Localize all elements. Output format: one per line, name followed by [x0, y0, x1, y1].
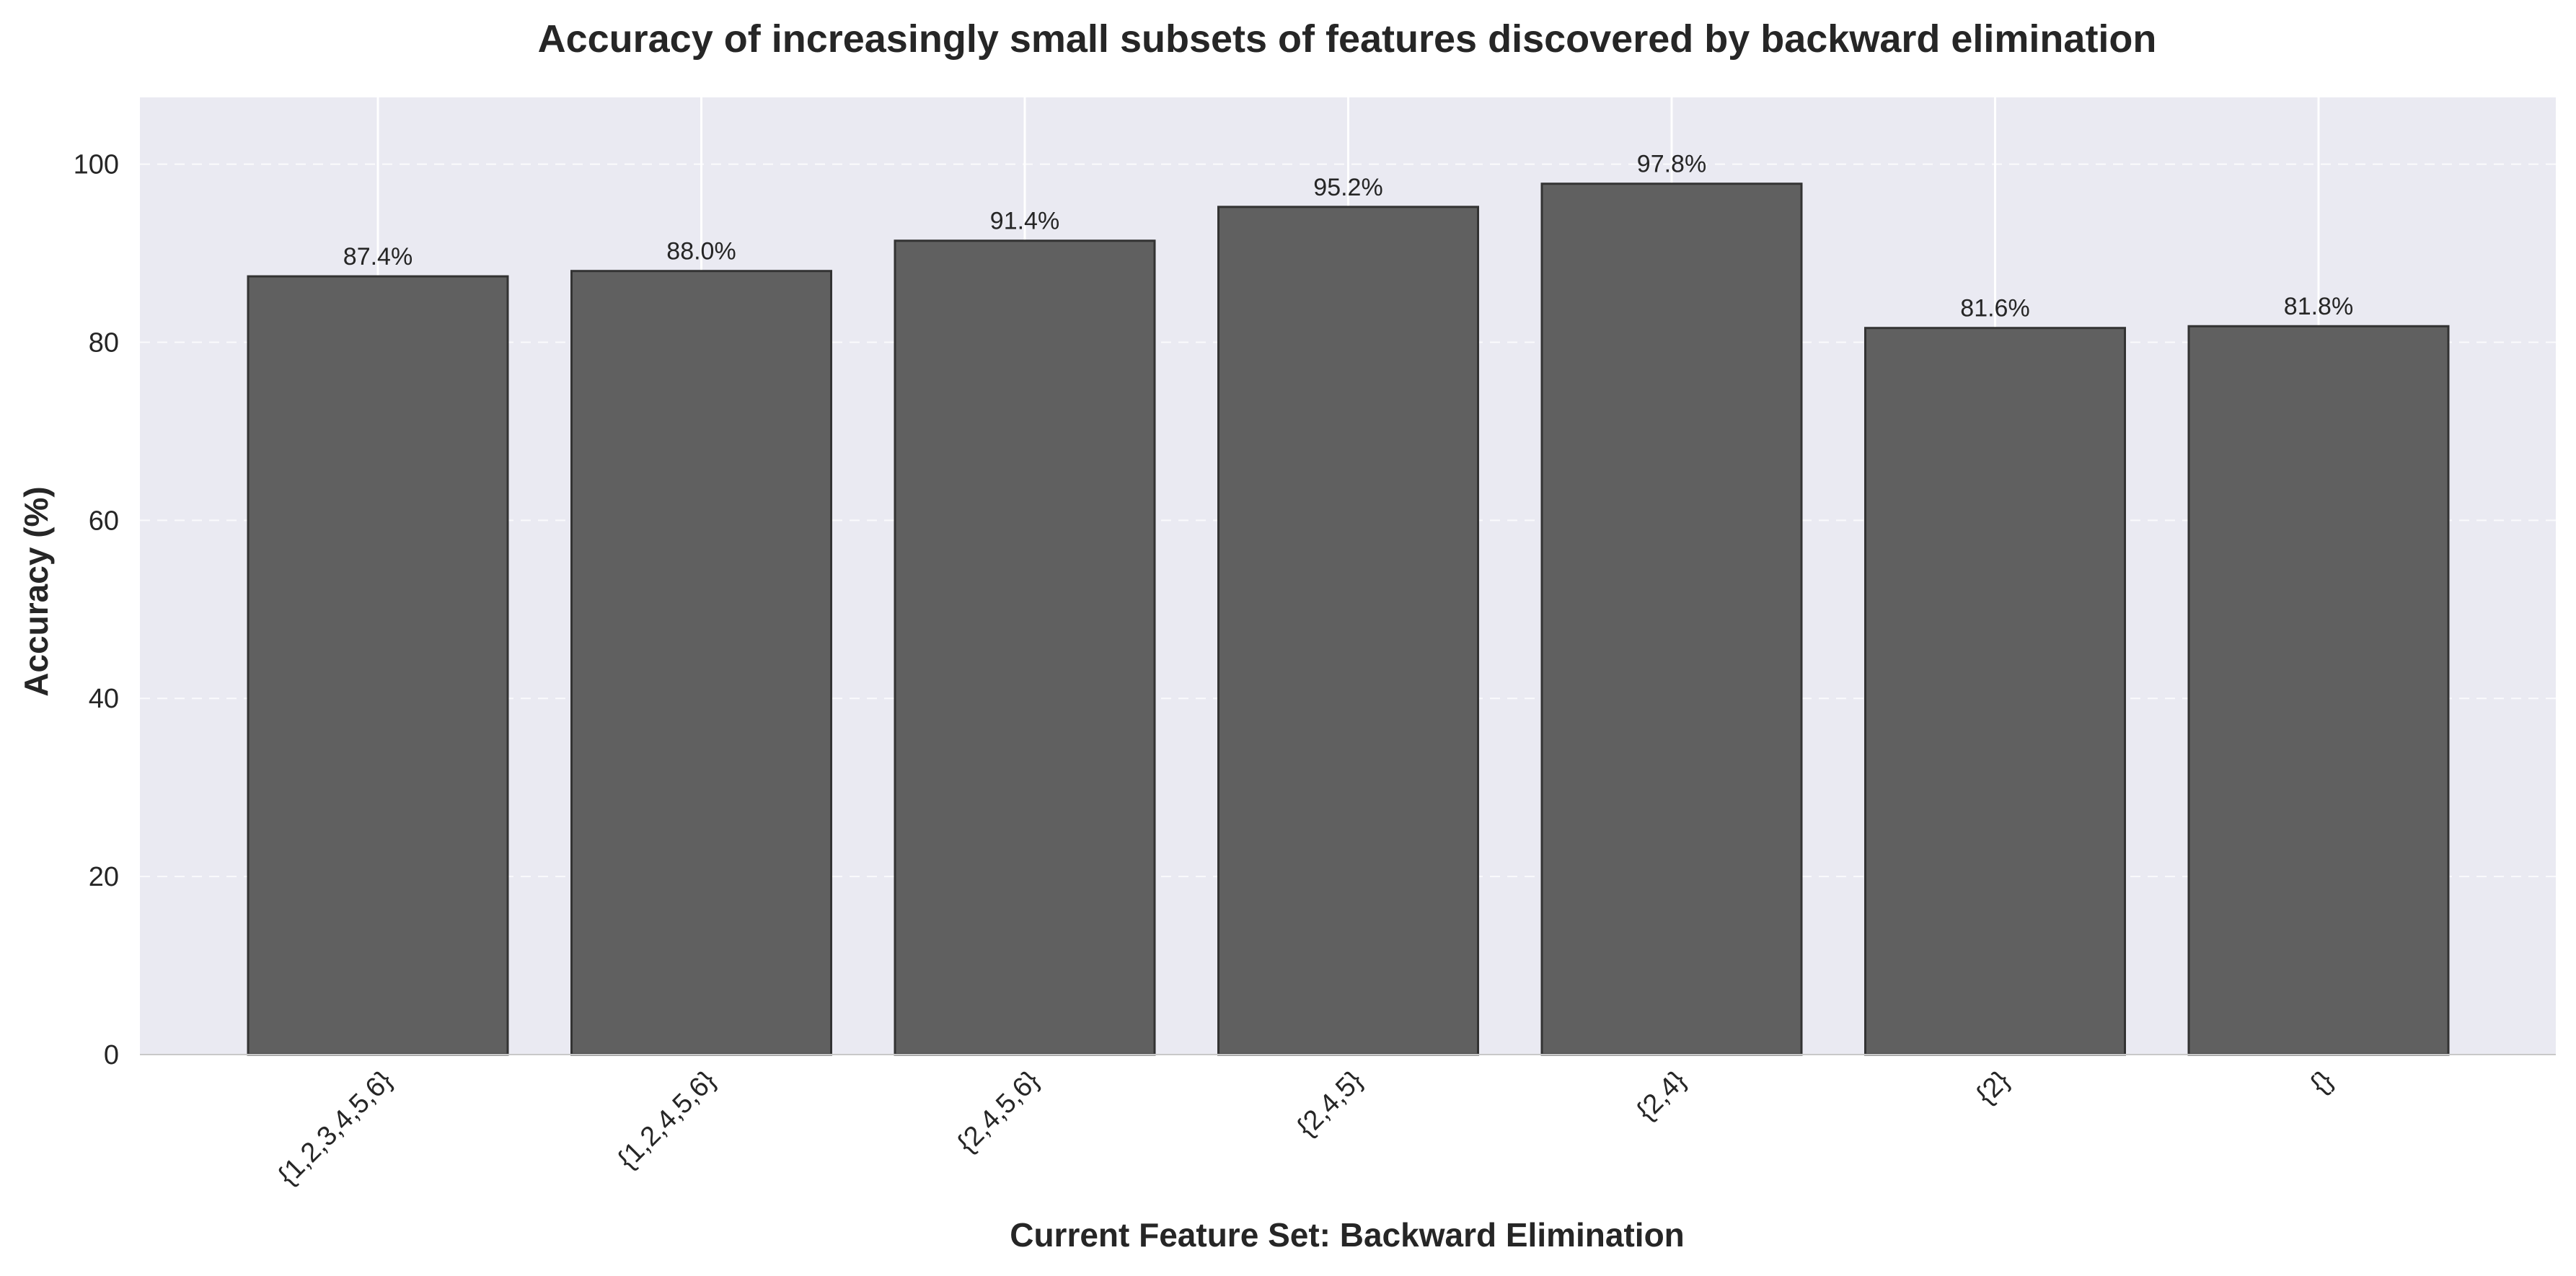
- y-tick-label: 80: [89, 327, 119, 358]
- bar: [2187, 325, 2450, 1056]
- bar: [1540, 182, 1803, 1056]
- bar-value-label: 88.0%: [666, 238, 736, 265]
- x-axis-ticks: {1,2,3,4,5,6} {1,2,4,5,6} {2,4,5,6} {2,4,5}…: [273, 1065, 2339, 1192]
- chart-title: Accuracy of increasingly small subsets o…: [538, 17, 2157, 61]
- x-tick-label: {}: [2305, 1065, 2339, 1100]
- x-tick-label: {1,2,4,5,6}: [612, 1065, 722, 1175]
- bars: [247, 182, 2450, 1056]
- value-labels: 87.4% 88.0% 91.4% 95.2% 97.8% 81.6% 81.8%: [343, 151, 2353, 322]
- x-tick-label: {2,4,5,6}: [952, 1065, 1046, 1159]
- bar-value-label: 95.2%: [1313, 174, 1382, 201]
- bar-value-label: 81.8%: [2284, 293, 2353, 320]
- y-tick-label: 100: [74, 150, 119, 180]
- y-axis-ticks: 0 20 40 60 80 100: [74, 150, 119, 1070]
- x-axis-title: Current Feature Set: Backward Eliminatio…: [1010, 1216, 1685, 1254]
- bar: [894, 239, 1156, 1056]
- y-tick-label: 60: [89, 506, 119, 536]
- y-tick-label: 40: [89, 684, 119, 714]
- bar: [1864, 327, 2126, 1056]
- x-tick-label: {2}: [1970, 1065, 2016, 1111]
- bar-value-label: 81.6%: [1960, 295, 2029, 322]
- y-tick-label: 20: [89, 862, 119, 892]
- x-tick-label: {2,4,5}: [1291, 1065, 1368, 1143]
- y-axis-title: Accuracy (%): [17, 486, 55, 696]
- bar: [247, 275, 509, 1056]
- x-tick-label: {2,4}: [1631, 1065, 1692, 1127]
- bar-value-label: 91.4%: [990, 208, 1059, 235]
- y-tick-label: 0: [104, 1040, 119, 1070]
- bar: [1217, 206, 1479, 1056]
- bar-value-label: 97.8%: [1637, 151, 1706, 178]
- bar: [570, 270, 832, 1056]
- bar-value-label: 87.4%: [343, 243, 413, 270]
- x-tick-label: {1,2,3,4,5,6}: [273, 1065, 399, 1192]
